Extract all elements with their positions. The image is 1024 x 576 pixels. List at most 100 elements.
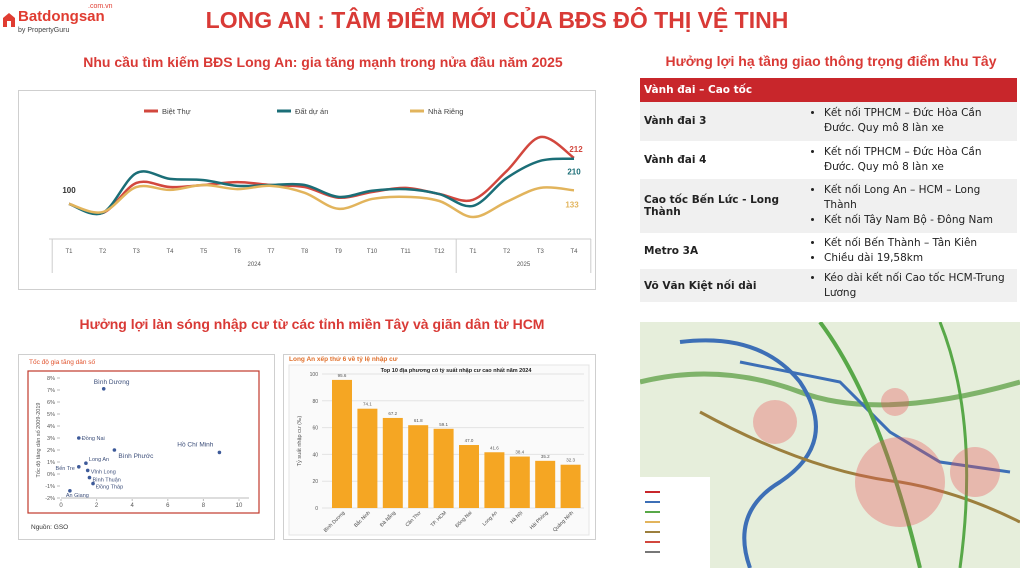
point [77,436,81,440]
row-name: Vành đai 4 [640,141,800,179]
point-label: Bình Dương [94,379,130,386]
value-label: 67.2 [388,411,397,416]
item: Kết nối TPHCM – Đức Hòa Cần Đước. Quy mô… [824,106,1013,136]
x-tick-label: 2 [95,503,99,509]
map [640,322,1020,568]
bar [382,417,403,508]
point-label: Đồng Nai [82,436,105,442]
x-tick-label: T10 [367,249,378,255]
item-list: Kết nối Bến Thành – Tân KiênChiều dài 19… [804,236,1013,266]
legend-label: Nhà Riêng [428,107,463,116]
point-label: Long An [89,457,109,463]
point [77,465,81,469]
row-name: Metro 3A [640,233,800,269]
x-tick-label: T1 [469,249,477,255]
x-tick-label: T3 [537,249,545,255]
point [85,468,90,473]
bar [459,445,479,508]
logo-domain: .com.vn [88,3,113,10]
x-tick-label: T1 [65,249,73,255]
y-tick-label: 4% [47,424,55,430]
table-row: Vành đai 3 Kết nối TPHCM – Đức Hòa Cần Đư… [640,102,1017,142]
item-list: Kết nối TPHCM – Đức Hòa Cần Đước. Quy mô… [804,106,1013,136]
item-list: Kéo dài kết nối Cao tốc HCM-Trung Lương [804,271,1013,301]
point-label: Bến Tre [56,466,75,472]
panel-title: Long An xếp thứ 6 về tỷ lệ nhập cư [289,355,398,363]
item: Kết nối Long An – HCM – Long Thành [824,183,1013,213]
y-axis-title: Tỷ suất nhập cư (‰) [296,416,303,467]
bar [509,456,530,508]
map-road [739,360,1011,474]
x-tick-label: T6 [234,249,242,255]
section-title: Hưởng lợi hạ tầng giao thông trọng điểm … [665,53,997,69]
map-zone [855,437,945,527]
row-name: Vành đai 3 [640,102,800,142]
scatter-chart: Tốc độ gia tăng dân số -2% -1% 0% 1% 2% 3% 4% 5%… [27,357,260,531]
row-items: Kết nối Bến Thành – Tân KiênChiều dài 19… [800,233,1017,269]
y-tick-label: 80 [312,399,318,405]
value-label: 210 [567,168,581,177]
table-body: Vành đai 3 Kết nối TPHCM – Đức Hòa Cần Đư… [640,102,1017,302]
row-items: Kết nối TPHCM – Đức Hòa Cần Đước. Quy mô… [800,102,1017,142]
point-label: Đồng Tháp [96,485,123,491]
point [91,481,95,486]
y-tick-label: 40 [312,452,318,458]
line-chart: T1 T2 T3 T4 T5 T6 T7 T8 T9 T10 T11 T12 T1 T2 T3 T4 2024 2… [49,107,592,273]
value-label: 61.8 [414,418,423,423]
value-label: 32.3 [566,458,575,463]
section-title: Nhu cầu tìm kiếm BĐS Long An: gia tăng m… [83,54,563,70]
row-name: Võ Văn Kiệt nối dài [640,268,800,302]
y-axis-title: Tốc độ tăng dân số 2009-2019 [36,403,42,478]
row-items: Kết nối Long An – HCM – Long ThànhKết nố… [800,178,1017,234]
chart-title: Tốc độ gia tăng dân số [29,357,96,366]
x-tick-label: T11 [401,249,412,255]
value-label: 74.1 [363,402,372,407]
value-label: 41.6 [490,445,499,450]
y-tick-label: 0 [315,506,318,512]
row-items: Kết nối TPHCM – Đức Hòa Cần Đước. Quy mô… [800,141,1017,179]
point [112,448,117,452]
table-row: Võ Văn Kiệt nối dài Kéo dài kết nối Cao t… [640,268,1017,302]
x-tick-label: T2 [99,249,107,255]
item-list: Kết nối TPHCM – Đức Hòa Cần Đước. Quy mô… [804,145,1013,175]
point [87,475,92,480]
legend-label: Biệt Thự [162,107,191,116]
point [84,461,88,465]
logo: Batdongsan .com.vn by PropertyGuru [2,3,113,38]
series-line [68,135,575,215]
x-tick-label: T9 [335,249,343,255]
point-label: Bình Phước [118,453,154,460]
x-tick-label: T12 [434,249,445,255]
point [217,450,222,455]
value-label: 133 [565,200,579,209]
value-label: 100 [62,186,76,195]
x-tick-label: T3 [133,249,141,255]
table-row: Metro 3AKết nối Bến Thành – Tân KiênChiề… [640,233,1017,269]
series-line [68,183,575,219]
y-tick-label: 1% [47,460,55,466]
value-label: 38.4 [515,450,524,455]
value-label: 59.1 [439,422,448,427]
map-road [679,338,818,568]
table-header: Vành đai – Cao tốc [640,78,1017,102]
item: Kết nối TPHCM – Đức Hòa Cần Đước. Quy mô… [824,145,1013,175]
x-tick-label: T4 [166,249,174,255]
chart-title: Top 10 địa phương có tỷ suất nhập cư cao… [381,367,533,374]
item: Kết nối Bến Thành – Tân Kiên [824,236,1013,251]
x-tick-label: 8 [202,503,206,509]
x-tick-label: T2 [503,249,511,255]
logo-text: Batdongsan [18,8,105,25]
point-label: An Giang [66,493,89,499]
y-tick-label: -2% [45,496,55,502]
map-zone [950,447,1000,497]
value-label: 95.6 [338,373,347,378]
map-road [938,322,969,568]
bar [357,408,378,508]
logo-tagline: by PropertyGuru [18,27,70,34]
map-zone [881,388,909,416]
y-tick-label: 5% [47,412,55,418]
x-group-label: 2024 [247,262,261,268]
y-tick-label: 0% [47,472,55,478]
item: Chiều dài 19,58km [824,251,1013,266]
